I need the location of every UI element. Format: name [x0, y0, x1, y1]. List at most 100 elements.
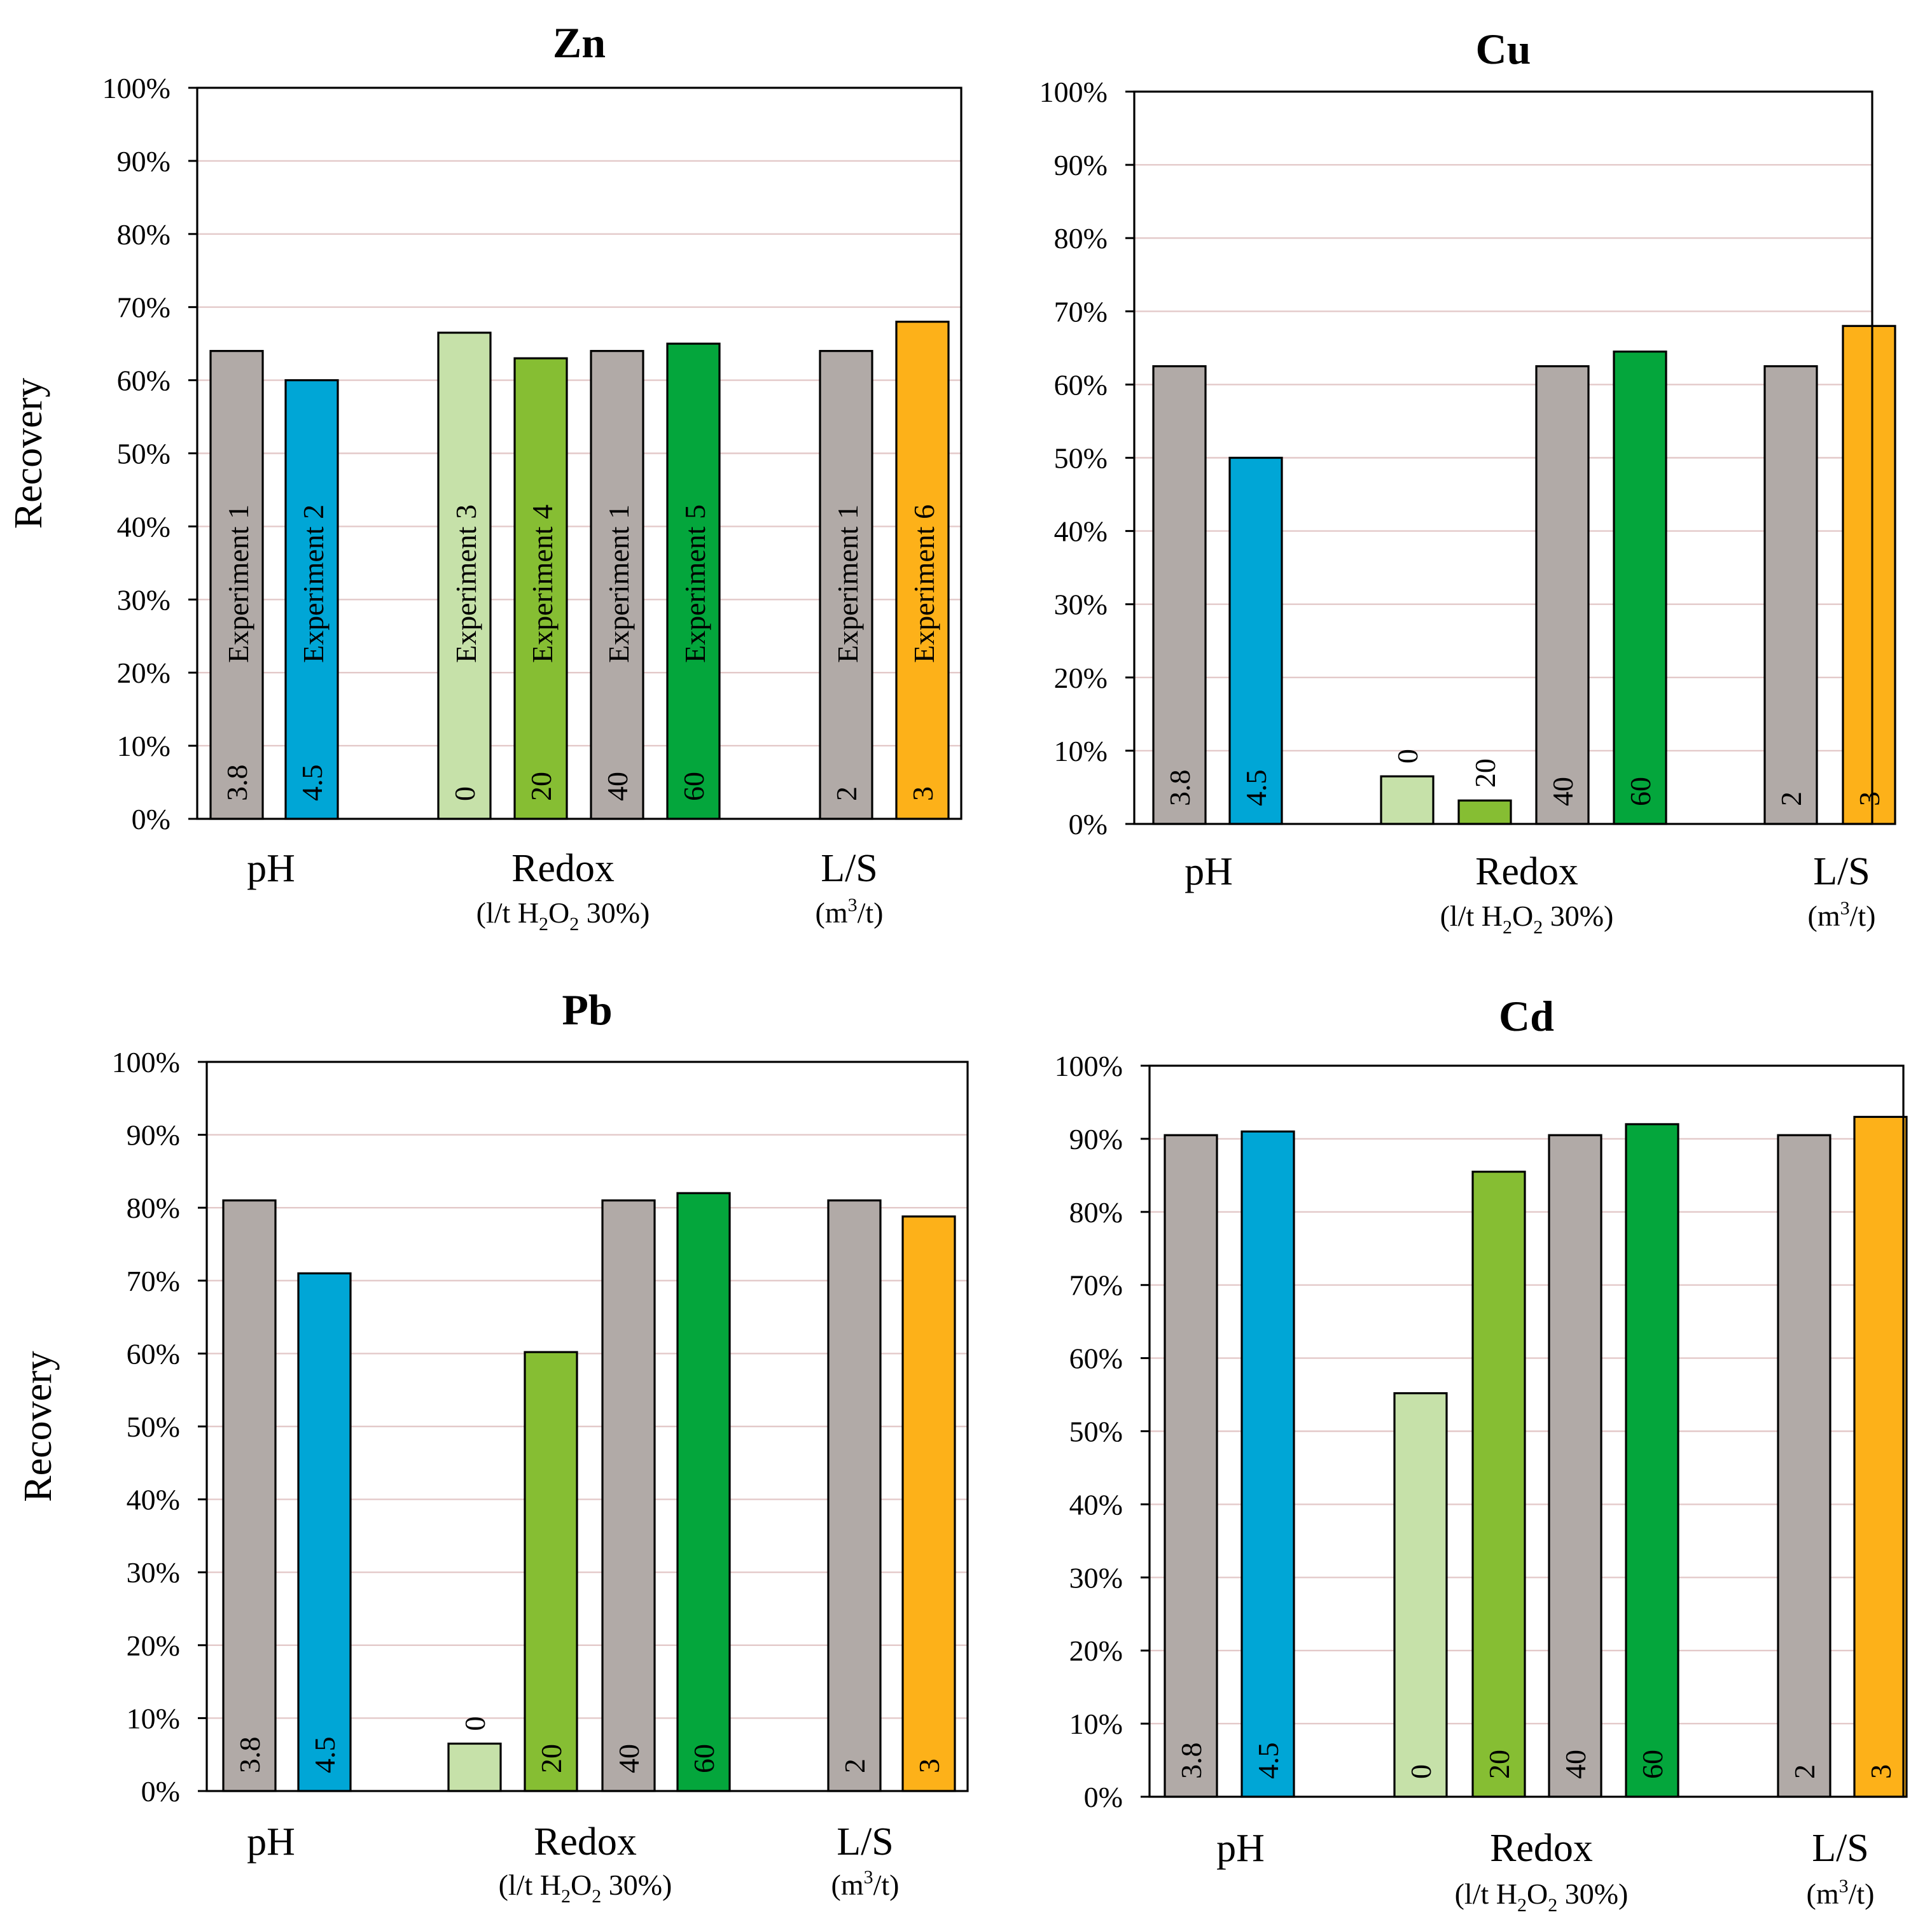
group-sublabel-redox: (l/t H2O2 30%) [499, 1869, 672, 1907]
group-label-ph: pH [1185, 850, 1233, 893]
bar-pb-2 [297, 1272, 352, 1792]
bar-zn-7 [819, 350, 873, 820]
y-tick-label: 10% [117, 730, 170, 762]
group-label-redox: Redox [511, 847, 615, 890]
plot-frame [1148, 1064, 1905, 1798]
y-tick-label: 30% [1069, 1561, 1123, 1594]
group-label-ph: pH [247, 1820, 295, 1864]
bar-label-cd-4: 20 [1483, 1750, 1515, 1779]
group-label-redox: Redox [1490, 1827, 1593, 1870]
chart-title-pb: Pb [562, 986, 612, 1034]
group-label-ph: pH [247, 847, 295, 890]
bar-cd-3 [1393, 1392, 1448, 1798]
bar-label-zn-1: 3.8 [221, 765, 253, 802]
plot-frame [196, 87, 963, 820]
bar-series-name-zn-6: Experiment 5 [679, 505, 711, 663]
bar-label-pb-1: 3.8 [233, 1737, 266, 1774]
bar-label-zn-5: 40 [601, 772, 634, 801]
bar-label-cu-8: 3 [1853, 791, 1886, 806]
y-axis-label: Recovery [7, 378, 50, 529]
bar-zn-1 [209, 350, 264, 820]
bar-cu-3 [1380, 775, 1435, 825]
bar-cd-1 [1164, 1134, 1218, 1798]
chart-title-cd: Cd [1499, 992, 1554, 1040]
bar-cd-4 [1471, 1171, 1526, 1798]
bar-label-cu-4: 20 [1469, 758, 1501, 788]
y-tick-label: 60% [127, 1337, 180, 1370]
bar-label-cu-6: 60 [1624, 777, 1657, 806]
y-tick-label: 0% [132, 803, 170, 835]
bar-series-name-zn-1: Experiment 1 [222, 505, 254, 663]
bar-cu-7 [1763, 365, 1818, 825]
chart-cu: Cu 0% 10% 20% 30% 40% 50% 60% 70% 80% 90% 100% 3.8 4.… [1039, 25, 1896, 938]
bar-label-zn-2: 4.5 [296, 765, 328, 802]
y-tick-label: 70% [127, 1265, 180, 1297]
bar-label-cd-6: 60 [1636, 1750, 1669, 1779]
bar-series-name-zn-4: Experiment 4 [526, 505, 559, 663]
bar-label-zn-8: 3 [907, 786, 939, 801]
y-tick-label: 70% [1054, 295, 1108, 328]
y-tick-label: 100% [1055, 1050, 1123, 1082]
bar-pb-8 [901, 1215, 956, 1792]
y-tick-label: 50% [127, 1411, 180, 1443]
bar-pb-1 [222, 1199, 277, 1792]
y-tick-label: 100% [102, 72, 170, 104]
group-sublabel-ls: (m3/t) [1808, 898, 1876, 932]
group-label-redox: Redox [534, 1820, 637, 1864]
bar-pb-7 [827, 1199, 882, 1792]
y-tick-label: 60% [1054, 368, 1108, 401]
chart-zn: Zn 0% 10% 20% 30% 40% 50% 60% 70% 80% 90% 100% 3.8 Ex… [7, 18, 963, 935]
chart-cd: Cd 0% 10% 20% 30% 40% 50% 60% 70% 80% 90% 100% 3.8 4.… [1055, 992, 1908, 1916]
y-tick-label: 60% [117, 365, 170, 397]
bar-cu-2 [1228, 456, 1283, 825]
bar-label-cd-2: 4.5 [1252, 1743, 1284, 1780]
bar-cd-8 [1853, 1115, 1908, 1798]
y-tick-label: 90% [1054, 149, 1108, 181]
bar-label-zn-6: 60 [678, 772, 710, 801]
y-tick-label: 90% [117, 145, 170, 178]
bar-label-cu-3: 0 [1391, 749, 1424, 763]
bar-label-pb-5: 40 [613, 1744, 645, 1773]
bar-series-name-zn-2: Experiment 2 [297, 505, 330, 663]
bar-cd-2 [1241, 1130, 1295, 1798]
group-label-ph: pH [1216, 1827, 1265, 1870]
plot-frame [205, 1061, 969, 1792]
bar-label-cd-1: 3.8 [1175, 1743, 1207, 1780]
y-tick-label: 20% [117, 657, 170, 689]
bar-label-pb-8: 3 [913, 1759, 945, 1773]
group-sublabel-ls: (m3/t) [1807, 1876, 1875, 1910]
y-tick-label: 0% [141, 1775, 180, 1808]
bar-label-cd-7: 2 [1788, 1764, 1821, 1779]
bar-cu-8 [1842, 324, 1896, 825]
group-sublabel-ls: (m3/t) [831, 1867, 900, 1901]
y-tick-label: 90% [1069, 1123, 1123, 1155]
bar-label-cd-3: 0 [1405, 1764, 1437, 1779]
bar-label-cu-7: 2 [1775, 791, 1807, 806]
bar-label-pb-6: 60 [688, 1744, 720, 1773]
bar-label-cd-5: 40 [1559, 1750, 1592, 1779]
y-tick-label: 50% [117, 438, 170, 470]
plot-frame [1133, 90, 1873, 825]
y-tick-label: 20% [127, 1629, 180, 1662]
y-tick-label: 30% [127, 1556, 180, 1589]
y-tick-label: 80% [117, 218, 170, 251]
y-tick-label: 30% [117, 583, 170, 616]
group-label-redox: Redox [1475, 850, 1578, 893]
y-tick-label: 80% [1069, 1196, 1123, 1229]
bar-cd-6 [1625, 1123, 1679, 1798]
group-label-ls: L/S [837, 1820, 894, 1864]
bar-zn-4 [513, 357, 568, 820]
y-tick-label: 60% [1069, 1342, 1123, 1375]
chart-title-zn: Zn [553, 18, 606, 67]
bar-label-pb-7: 2 [838, 1759, 871, 1773]
bar-zn-3 [437, 331, 492, 820]
y-tick-label: 80% [1054, 222, 1108, 254]
bar-series-name-zn-5: Experiment 1 [602, 505, 635, 663]
y-tick-label: 40% [117, 510, 170, 543]
y-tick-label: 40% [127, 1484, 180, 1516]
y-tick-label: 70% [117, 291, 170, 324]
y-tick-label: 30% [1054, 589, 1108, 621]
y-tick-label: 50% [1069, 1416, 1123, 1448]
y-tick-label: 20% [1054, 662, 1108, 694]
y-tick-label: 10% [127, 1702, 180, 1734]
